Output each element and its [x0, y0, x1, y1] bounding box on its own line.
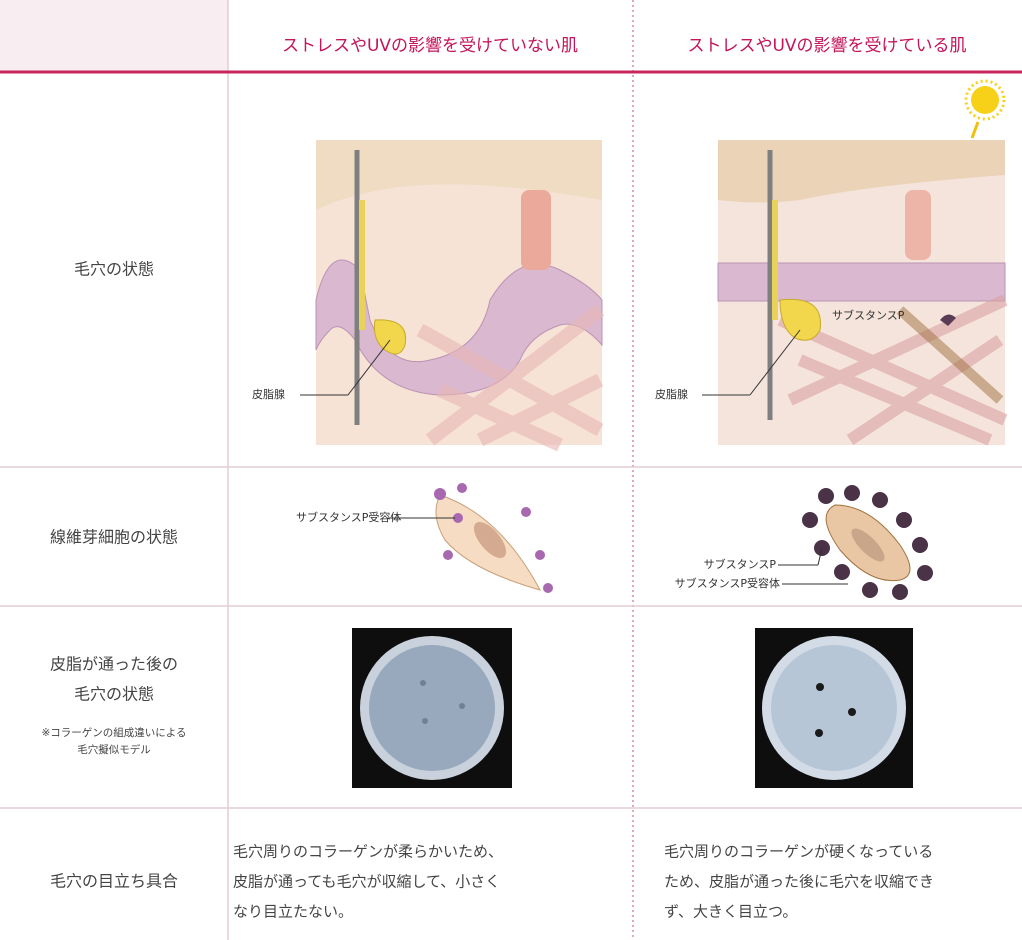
fibroblast-illustration	[388, 483, 553, 593]
cell-text: ず、大きく目立つ。	[664, 903, 797, 921]
row-label: 線維芽細胞の状態	[50, 528, 178, 547]
annotation: サブスタンスP	[832, 308, 905, 322]
annotation: サブスタンスP	[704, 557, 777, 571]
row-label: 皮脂が通った後の	[50, 655, 178, 674]
cell-text: 毛穴周りのコラーゲンが硬くなっている	[664, 843, 933, 861]
cell-text: なり目立たない。	[233, 903, 353, 921]
header-corner	[0, 0, 228, 72]
column-header: ストレスやUVの影響を受けている肌	[687, 36, 966, 56]
cell-text: ため、皮脂が通った後に毛穴を収縮でき	[664, 873, 934, 891]
pore-model-photo	[755, 628, 913, 788]
annotation: サブスタンスP受容体	[675, 576, 780, 590]
row-label: 毛穴の状態	[74, 260, 154, 279]
skin-illustration	[300, 140, 605, 452]
row-label: 毛穴の目立ち具合	[50, 872, 178, 891]
row-note: ※コラーゲンの組成違いによる	[42, 726, 187, 739]
cell-text: 毛穴周りのコラーゲンが柔らかいため、	[233, 843, 503, 861]
skin-illustration	[702, 79, 1008, 446]
pore-model-photo	[352, 628, 512, 788]
cell-text: 皮脂が通っても毛穴が収縮して、小さく	[233, 873, 500, 891]
annotation: 皮脂腺	[252, 387, 285, 401]
annotation: サブスタンスP受容体	[296, 510, 401, 524]
fibroblast-illustration	[778, 485, 933, 600]
column-header: ストレスやUVの影響を受けていない肌	[282, 36, 578, 56]
annotation: 皮脂腺	[655, 387, 688, 401]
row-label: 毛穴の状態	[74, 685, 154, 704]
row-note: 毛穴擬似モデル	[77, 743, 151, 756]
